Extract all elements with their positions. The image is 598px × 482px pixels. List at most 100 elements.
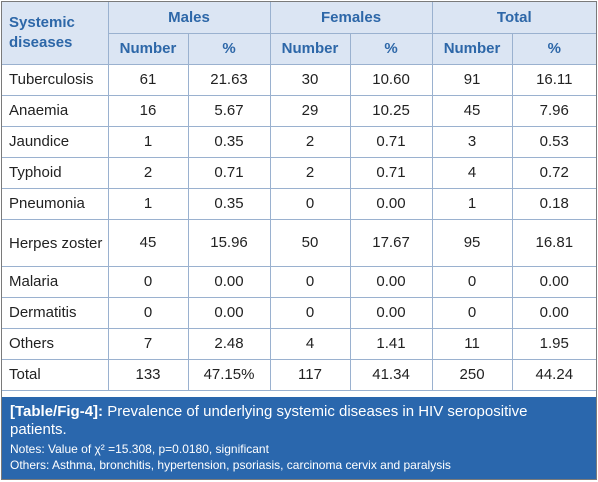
sub-header-percent: % [511,33,597,65]
cell-percent: 0.18 [511,188,597,220]
cell-percent: 1.41 [349,328,433,360]
table-row: Anaemia 16 5.67 29 10.25 45 7.96 [2,95,597,127]
cell-percent: 15.96 [187,219,271,267]
table-body: Tuberculosis 61 21.63 30 10.60 91 16.11 Anaemia… [2,64,597,391]
cell-percent: 0.00 [349,266,433,298]
cell-number: 0 [269,297,351,329]
sub-header-number: Number [431,33,513,65]
row-label: Others [2,328,109,360]
cell-number: 0 [431,297,513,329]
cell-number: 2 [269,126,351,158]
cell-percent: 44.24 [511,359,597,391]
cell-percent: 47.15% [187,359,271,391]
cell-percent: 0.00 [511,297,597,329]
cell-number: 0 [269,266,351,298]
row-label: Anaemia [2,95,109,127]
row-label: Total [2,359,109,391]
cell-number: 30 [269,64,351,96]
caption-tag: [Table/Fig-4]: [10,403,104,420]
table-row: Dermatitis 0 0.00 0 0.00 0 0.00 [2,297,597,329]
row-header-label: Systemic diseases [2,2,109,65]
caption-title: [Table/Fig-4]: Prevalence of underlying … [10,403,588,439]
cell-number: 1 [107,188,189,220]
cell-percent: 0.71 [349,126,433,158]
cell-percent: 0.00 [187,297,271,329]
table-caption: [Table/Fig-4]: Prevalence of underlying … [2,397,596,479]
row-label: Tuberculosis [2,64,109,96]
caption-text: Prevalence of underlying systemic diseas… [10,403,528,438]
table-row: Typhoid 2 0.71 2 0.71 4 0.72 [2,157,597,189]
table-row: Malaria 0 0.00 0 0.00 0 0.00 [2,266,597,298]
cell-percent: 0.35 [187,188,271,220]
cell-number: 1 [431,188,513,220]
cell-percent: 16.81 [511,219,597,267]
row-label: Typhoid [2,157,109,189]
sub-header-number: Number [108,33,189,65]
cell-percent: 0.00 [187,266,271,298]
cell-number: 4 [269,328,351,360]
cell-percent: 0.72 [511,157,597,189]
cell-number: 0 [107,297,189,329]
cell-number: 16 [107,95,189,127]
cell-number: 250 [431,359,513,391]
group-header-total: Total [431,2,597,34]
cell-number: 45 [107,219,189,267]
cell-number: 29 [269,95,351,127]
cell-percent: 7.96 [511,95,597,127]
cell-percent: 0.71 [349,157,433,189]
cell-number: 3 [431,126,513,158]
sub-header-number: Number [269,33,351,65]
group-header-males: Males [107,2,271,34]
cell-number: 2 [269,157,351,189]
data-table: Systemic diseases Males Females Total Nu… [2,2,597,391]
row-label: Dermatitis [2,297,109,329]
cell-number: 117 [269,359,351,391]
cell-percent: 10.25 [349,95,433,127]
table-row: Jaundice 1 0.35 2 0.71 3 0.53 [2,126,597,158]
cell-percent: 16.11 [511,64,597,96]
group-header-females: Females [269,2,433,34]
sub-header-percent: % [349,33,433,65]
cell-number: 0 [269,188,351,220]
table-header: Systemic diseases Males Females Total Nu… [2,2,597,65]
cell-percent: 0.00 [349,188,433,220]
cell-percent: 0.00 [511,266,597,298]
cell-percent: 2.48 [187,328,271,360]
table-row: Pneumonia 1 0.35 0 0.00 1 0.18 [2,188,597,220]
cell-number: 4 [431,157,513,189]
cell-percent: 5.67 [187,95,271,127]
cell-percent: 0.71 [187,157,271,189]
cell-percent: 0.35 [187,126,271,158]
cell-number: 2 [107,157,189,189]
cell-number: 95 [431,219,513,267]
table-row: Others 7 2.48 4 1.41 11 1.95 [2,328,597,360]
cell-number: 133 [107,359,189,391]
row-label: Jaundice [2,126,109,158]
cell-percent: 1.95 [511,328,597,360]
table-row: Total 133 47.15% 117 41.34 250 44.24 [2,359,597,391]
cell-number: 91 [431,64,513,96]
row-label: Malaria [2,266,109,298]
cell-percent: 21.63 [187,64,271,96]
cell-number: 11 [431,328,513,360]
cell-percent: 41.34 [349,359,433,391]
row-label: Pneumonia [2,188,109,220]
cell-number: 0 [431,266,513,298]
cell-number: 7 [107,328,189,360]
cell-number: 45 [431,95,513,127]
cell-number: 0 [107,266,189,298]
sub-header-percent: % [187,33,271,65]
caption-others: Others: Asthma, bronchitis, hypertension… [10,458,451,472]
table-row: Tuberculosis 61 21.63 30 10.60 91 16.11 [2,64,597,96]
table-row: Herpes zoster 45 15.96 50 17.67 95 16.81 [2,219,597,267]
cell-percent: 0.53 [511,126,597,158]
cell-percent: 10.60 [349,64,433,96]
cell-number: 50 [269,219,351,267]
cell-percent: 0.00 [349,297,433,329]
cell-percent: 17.67 [349,219,433,267]
cell-number: 61 [107,64,189,96]
row-label: Herpes zoster [2,219,109,267]
caption-notes: Notes: Value of χ² =15.308, p=0.0180, si… [10,442,269,456]
cell-number: 1 [107,126,189,158]
